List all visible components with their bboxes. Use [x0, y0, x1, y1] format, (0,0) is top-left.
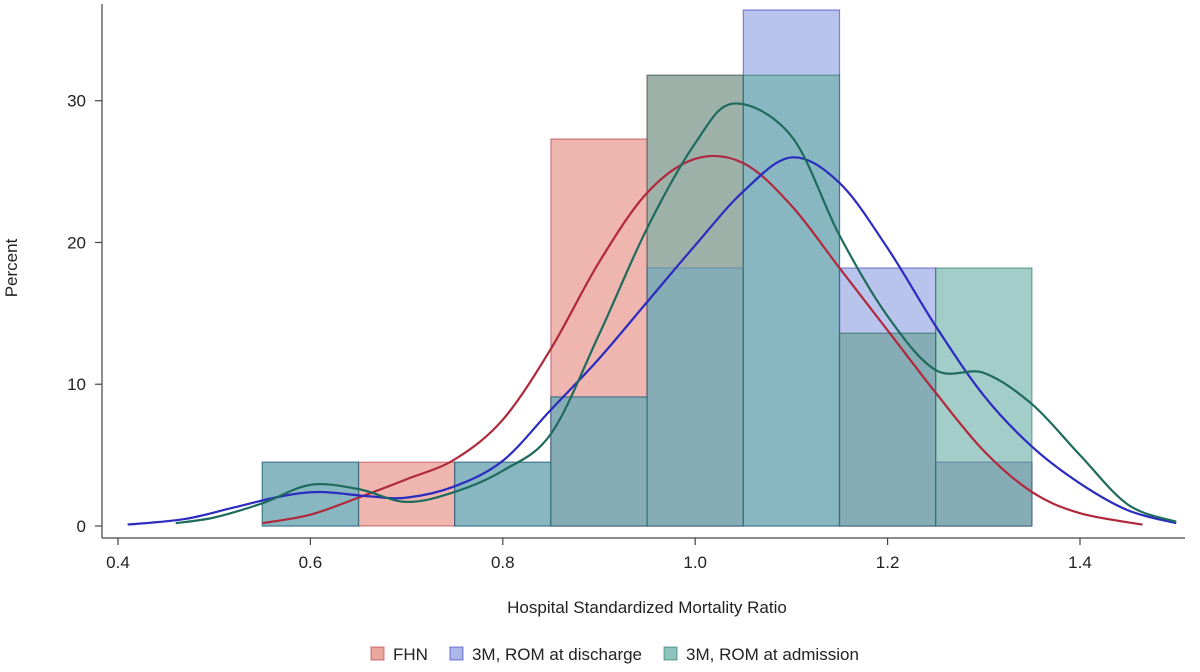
bar-3-4 [550, 396, 648, 527]
x-tick-label: 1.4 [1068, 553, 1092, 572]
legend-swatch-2 [449, 646, 464, 661]
bar-3-7 [838, 332, 937, 527]
x-tick-label: 1.2 [876, 553, 900, 572]
density-curve-3 [175, 102, 1177, 525]
y-axis-title: Percent [2, 238, 21, 297]
y-tick-label: 30 [67, 92, 86, 111]
legend-label-2: 3M, ROM at discharge [472, 645, 642, 664]
x-axis-title: Hospital Standardized Mortality Ratio [507, 598, 787, 617]
legend-swatch-1 [370, 646, 385, 661]
axis-ticks: 0.4 0.6 0.8 1.0 1.2 1.4 0 10 20 30 [67, 92, 1092, 572]
x-tick-label: 0.4 [106, 553, 130, 572]
bar-3-5 [646, 74, 744, 527]
x-tick-label: 1.0 [683, 553, 707, 572]
y-tick-label: 0 [77, 517, 86, 536]
plot-frame [101, 4, 1185, 539]
legend-label-1: FHN [393, 645, 428, 664]
bar-3-3 [454, 461, 552, 527]
legend-label-3: 3M, ROM at admission [686, 645, 859, 664]
x-tick-label: 0.8 [491, 553, 515, 572]
density-curve-2 [127, 156, 1177, 526]
bar-3-6 [742, 74, 841, 527]
bars-layer [261, 9, 1033, 527]
density-curve-1 [262, 154, 1143, 526]
legend-swatch-3 [663, 646, 678, 661]
y-tick-label: 20 [67, 233, 86, 252]
y-tick-label: 10 [67, 375, 86, 394]
density-curves-layer [127, 102, 1177, 526]
legend: FHN 3M, ROM at discharge 3M, ROM at admiss… [370, 645, 859, 664]
x-tick-label: 0.6 [299, 553, 323, 572]
